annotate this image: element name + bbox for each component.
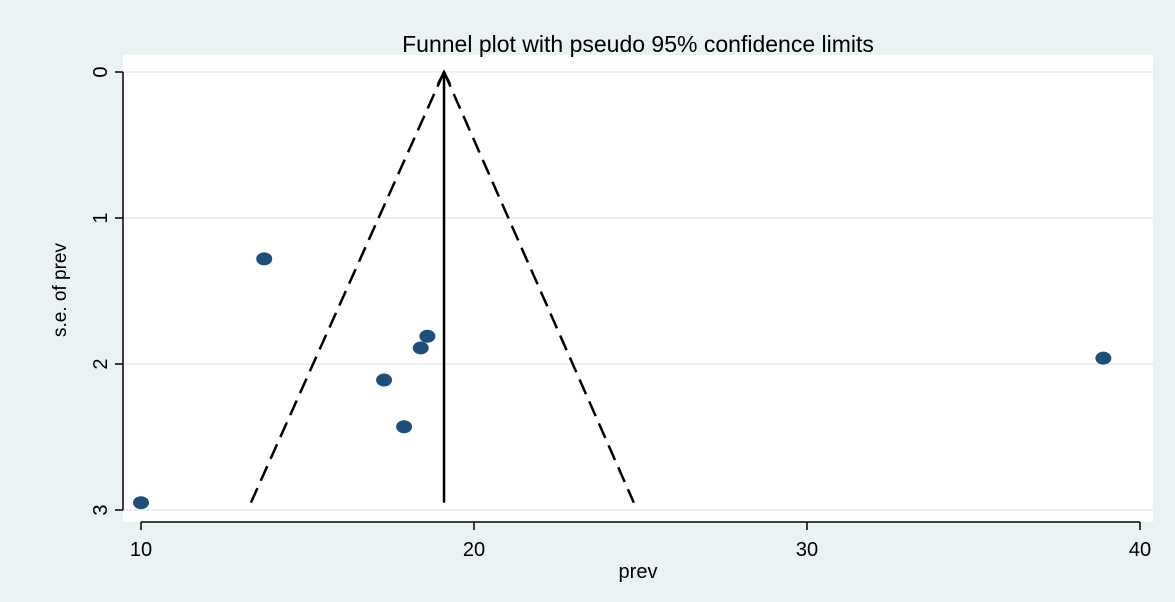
ci-line-right [442, 71, 635, 504]
pooled-estimate [436, 69, 452, 503]
data-point [412, 341, 429, 355]
confidence-limits [249, 71, 635, 504]
axes [115, 71, 1141, 530]
data-points [133, 252, 1112, 510]
data-point [396, 420, 413, 434]
chart-title: Funnel plot with pseudo 95% confidence l… [402, 31, 874, 57]
y-tick-label: 1 [90, 212, 112, 223]
data-point [376, 373, 393, 387]
tick-labels: 10 20 30 40 0 1 2 3 [90, 66, 1151, 561]
data-point [133, 496, 149, 510]
grid-lines [123, 71, 1153, 511]
x-tick-label: 30 [796, 539, 818, 561]
plot-area [123, 55, 1153, 522]
data-point [419, 329, 436, 343]
x-tick-label: 20 [463, 539, 485, 561]
y-tick-label: 3 [90, 504, 112, 515]
x-tick-label: 10 [130, 539, 152, 561]
y-tick-label: 0 [90, 66, 112, 77]
pooled-estimate-arrowhead [436, 69, 452, 85]
y-axis-label: s.e. of prev [50, 243, 71, 337]
x-tick-label: 40 [1129, 539, 1151, 561]
data-point [256, 252, 273, 266]
y-tick-label: 2 [90, 358, 112, 369]
ci-line-left [249, 71, 446, 504]
x-axis-label: prev [619, 561, 658, 583]
data-point [1095, 351, 1112, 365]
